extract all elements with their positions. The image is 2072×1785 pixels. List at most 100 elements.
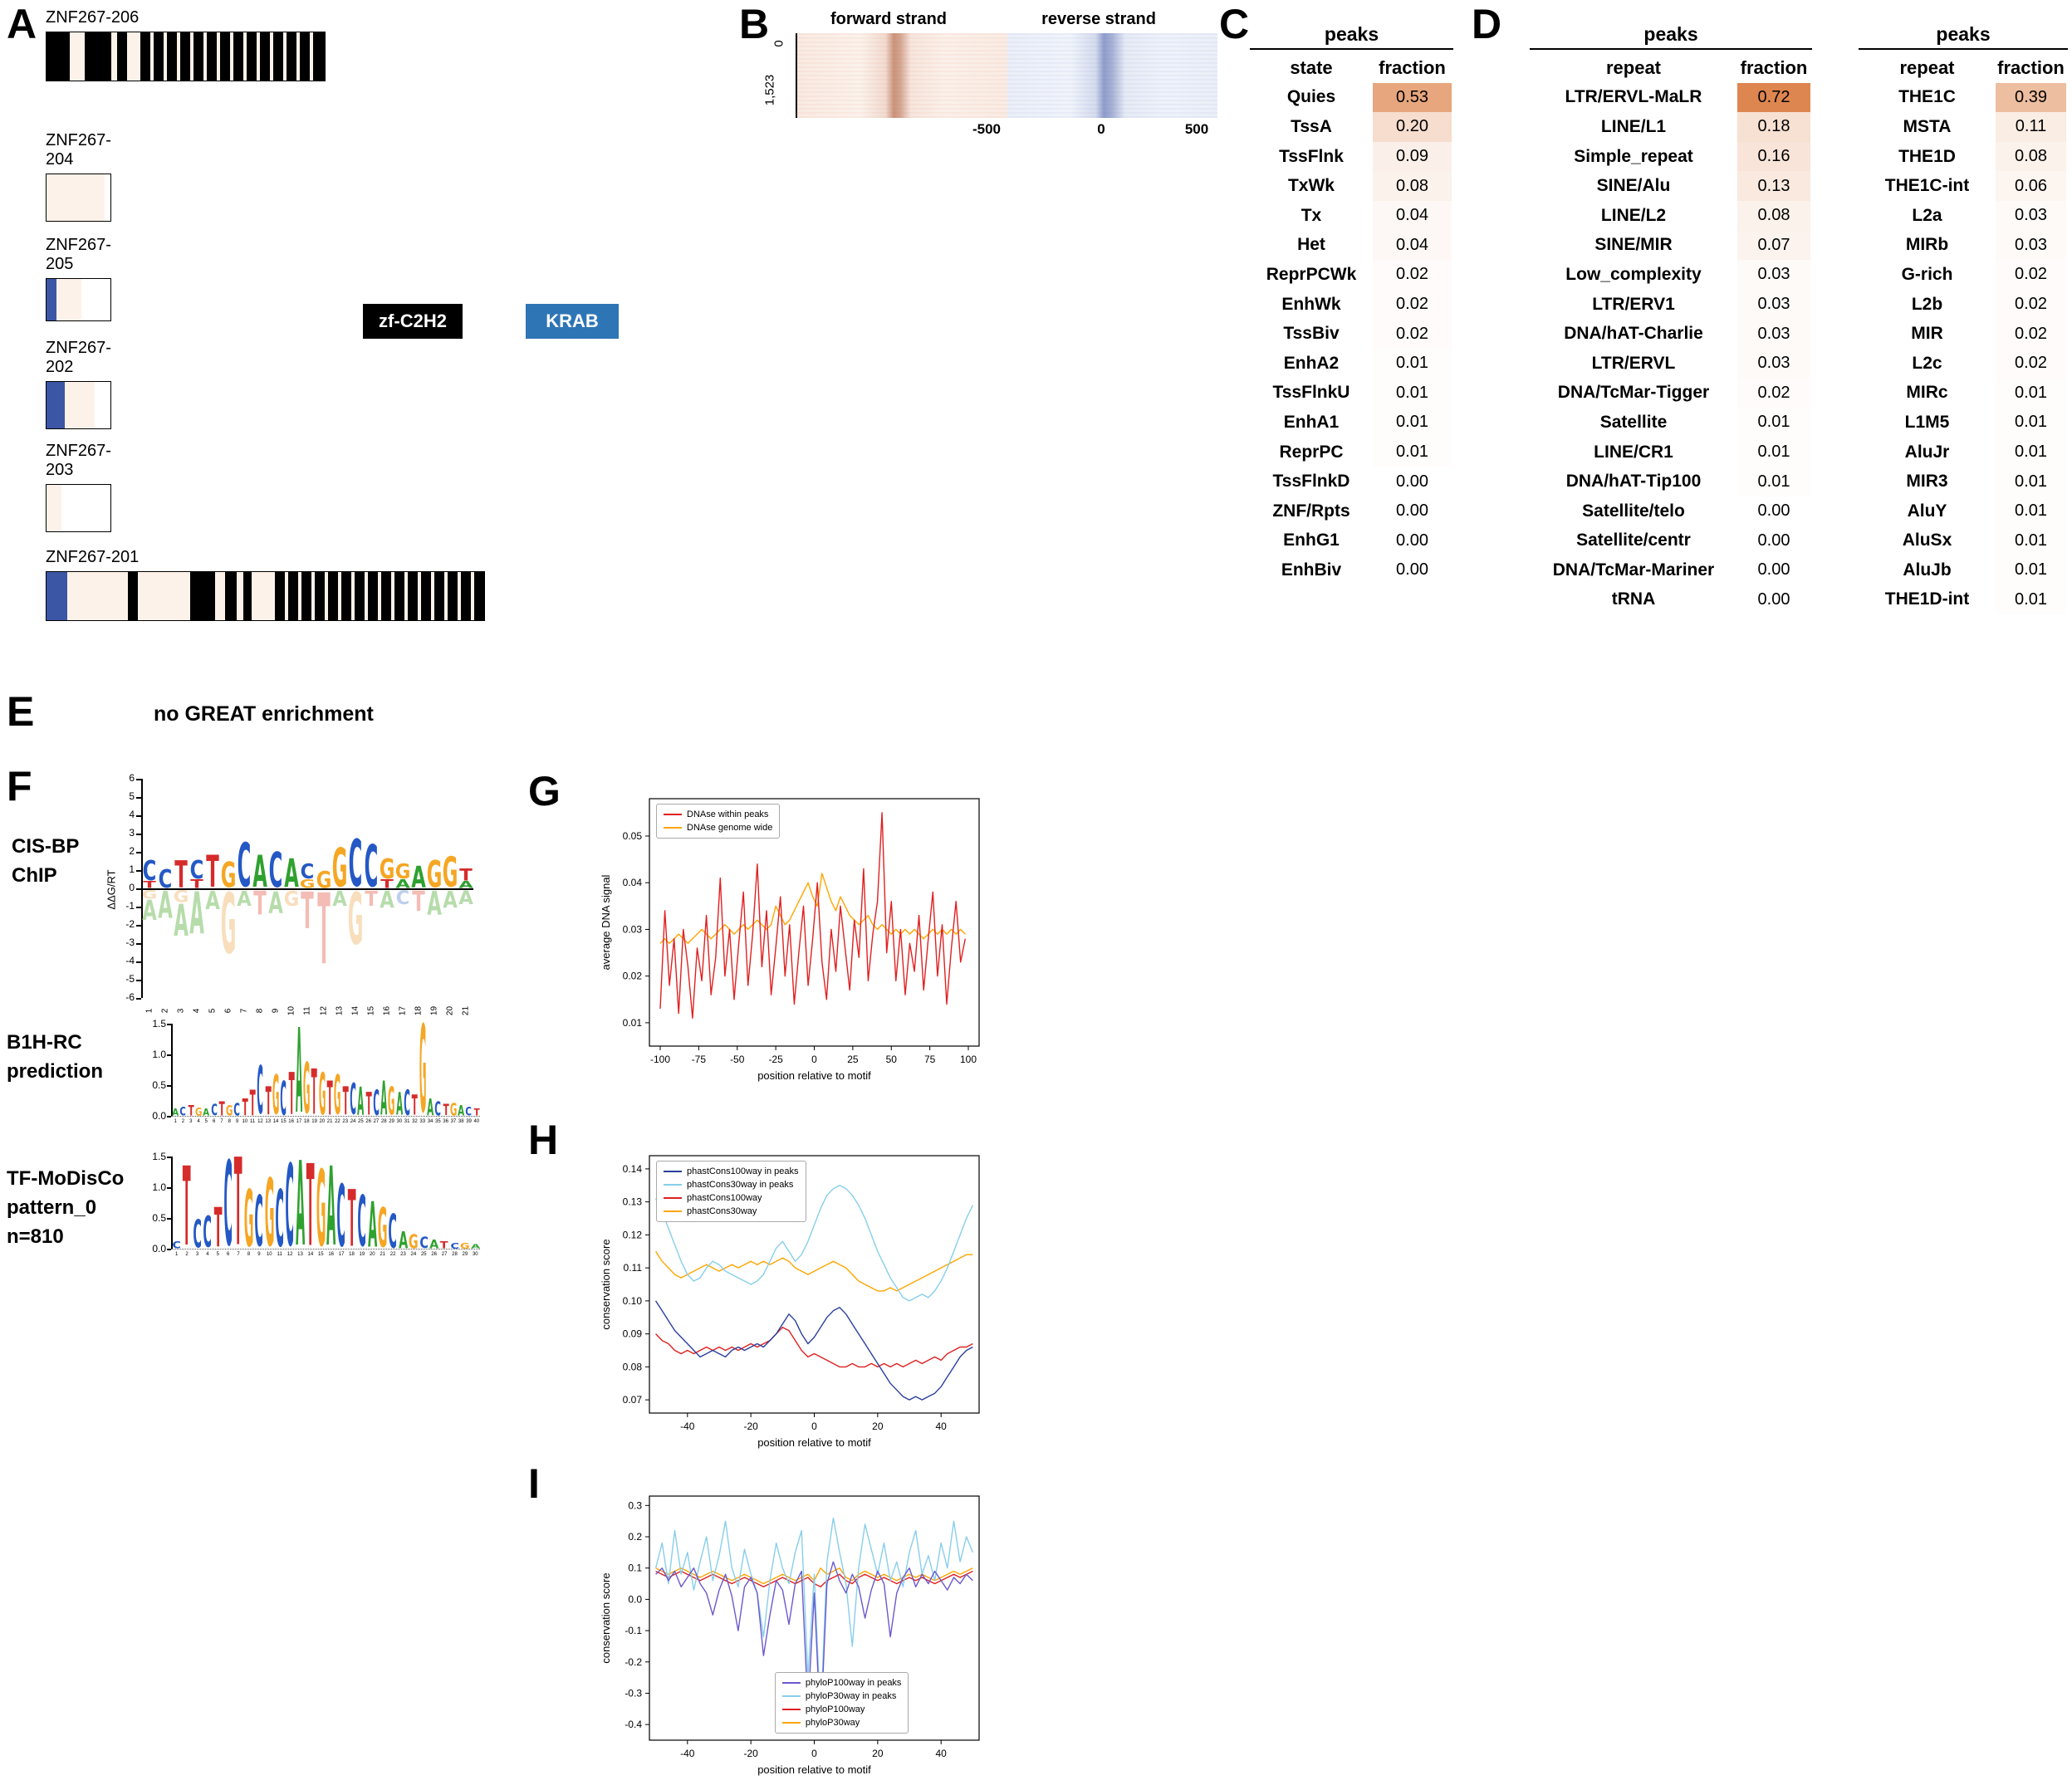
heatmap-y-max-label: 1,523 [762, 74, 777, 106]
exon-segment [193, 32, 203, 81]
logo-letter-A: A [253, 853, 268, 888]
row-fraction: 0.39 [1996, 82, 2066, 113]
logo-letter-C: C [364, 843, 378, 888]
transcript-exon-structure [46, 174, 111, 222]
logo-letter-C: C [257, 1064, 264, 1116]
tfmodisco-title: TF-MoDisCo pattern_0 n=810 [7, 1164, 124, 1251]
legend-entry: DNAse genome wide [664, 821, 772, 834]
logo-letter-T: T [218, 1101, 225, 1117]
logo-letter-C: C [466, 1107, 473, 1116]
svg-text:A: A [269, 890, 284, 914]
logo-y-tick-label: -3 [125, 937, 135, 948]
row-fraction: 0.01 [2015, 560, 2047, 580]
logo-x-tick-label: 30 [472, 1252, 478, 1257]
logo-letter-G: G [409, 1234, 418, 1250]
row-name: EnhBiv [1281, 560, 1342, 580]
svg-text:T: T [365, 890, 378, 907]
exon-segment [237, 572, 243, 620]
logo-baseline [171, 1116, 480, 1117]
table-row: ReprPC 0.01 [1250, 438, 1453, 467]
logo-letter-C: C [358, 1193, 367, 1249]
svg-text:0.03: 0.03 [623, 923, 643, 935]
logo-letter-T: T [301, 890, 315, 930]
logo-column: G [450, 1103, 457, 1116]
legend-entry: phastCons100way in peaks [664, 1165, 799, 1178]
logo-letter-T: T [213, 1205, 222, 1249]
logo-x-tick-label: 13 [297, 1252, 303, 1257]
logo-letter-C: C [435, 1101, 442, 1117]
exon-segment [230, 32, 233, 81]
svg-text:C: C [223, 1157, 233, 1249]
exon-segment [154, 32, 164, 81]
row-name: LINE/L1 [1600, 116, 1667, 136]
svg-text:C: C [193, 1218, 202, 1249]
logo-column-down: A [443, 890, 458, 908]
logo-x-tick-label: 23 [342, 1119, 349, 1124]
logo-column-down: G [348, 890, 363, 946]
logo-letter-A: A [326, 1162, 336, 1249]
column-header-row: repeat fraction [1530, 53, 1812, 83]
b1h-title: B1H-RC prediction [7, 1028, 103, 1086]
logo-letter-A: A [142, 899, 157, 921]
logo-letter-G: G [378, 1205, 387, 1249]
logo-letter-G: G [174, 890, 189, 902]
logo-column: A [296, 1024, 302, 1116]
logo-column: A [380, 1079, 387, 1116]
svg-text:50: 50 [886, 1054, 898, 1065]
logo-x-tick-label: 31 [404, 1119, 410, 1124]
row-name: ReprPC [1279, 442, 1344, 462]
exon-segment [300, 32, 310, 81]
svg-text:T: T [301, 890, 315, 930]
logo-x-tick-label: 10 [266, 1252, 272, 1257]
logo-column-down: G [221, 890, 236, 956]
svg-text:C: C [255, 1193, 264, 1249]
table-row: MIR3 0.01 [1859, 467, 2068, 496]
svg-text:G: G [195, 1108, 202, 1116]
logo-x-tick-label: 17 [296, 1119, 302, 1124]
row-fraction: 0.00 [1757, 501, 1790, 521]
logo-x-tick-label: 1 [175, 1252, 179, 1257]
row-fraction: 0.03 [1996, 201, 2066, 231]
row-name: MIR [1911, 324, 1943, 344]
logo-x-tick-label: 3 [195, 1252, 199, 1257]
svg-text:25: 25 [847, 1054, 859, 1065]
row-name: EnhG1 [1283, 531, 1340, 550]
b1h-title-line1: B1H-RC [7, 1031, 82, 1054]
logo-y-tick [167, 1218, 171, 1220]
logo-column: A [396, 1091, 403, 1116]
logo-column-up: A [411, 864, 426, 888]
svg-text:C: C [159, 868, 173, 888]
table-row: AluJb 0.01 [1859, 555, 2068, 585]
logo-column-up: A [284, 858, 300, 888]
exon-segment [365, 572, 368, 620]
logo-x-tick-label: 27 [373, 1119, 380, 1124]
logo-column: C [223, 1157, 233, 1249]
logo-x-tick-label: 26 [431, 1252, 438, 1257]
legend-entry: phastCons30way [664, 1205, 799, 1218]
row-fraction: 0.72 [1737, 82, 1810, 113]
table-row: TxWk 0.08 [1250, 171, 1453, 201]
logo-column: G [378, 1205, 387, 1249]
legend-line-swatch [781, 1709, 801, 1711]
transcript-exon-structure [46, 571, 485, 621]
svg-text:-25: -25 [768, 1054, 783, 1065]
b1h-title-line2: prediction [7, 1060, 104, 1083]
row-fraction: 0.02 [1996, 319, 2066, 349]
exon-segment [298, 572, 301, 620]
exon-segment [471, 572, 474, 620]
row-name: MIR3 [1906, 472, 1948, 491]
svg-text:A: A [380, 890, 394, 908]
tfmodisco-title-line2: pattern_0 [7, 1196, 97, 1219]
logo-column-up: C [268, 850, 283, 888]
logo-letter-C: C [172, 1241, 181, 1249]
svg-text:A: A [458, 890, 473, 905]
svg-text:G: G [460, 1243, 469, 1249]
logo-column-down: T [300, 890, 315, 930]
row-fraction: 0.53 [1373, 82, 1452, 113]
table-row: EnhA2 0.01 [1250, 349, 1453, 379]
chart-legend: phastCons100way in peaks phastCons30way i… [656, 1161, 806, 1222]
table-row: DNA/hAT-Charlie 0.03 [1530, 319, 1812, 349]
logo-letter-G: G [221, 861, 236, 888]
logo-column-up: T [174, 859, 189, 888]
svg-text:G: G [300, 879, 315, 888]
